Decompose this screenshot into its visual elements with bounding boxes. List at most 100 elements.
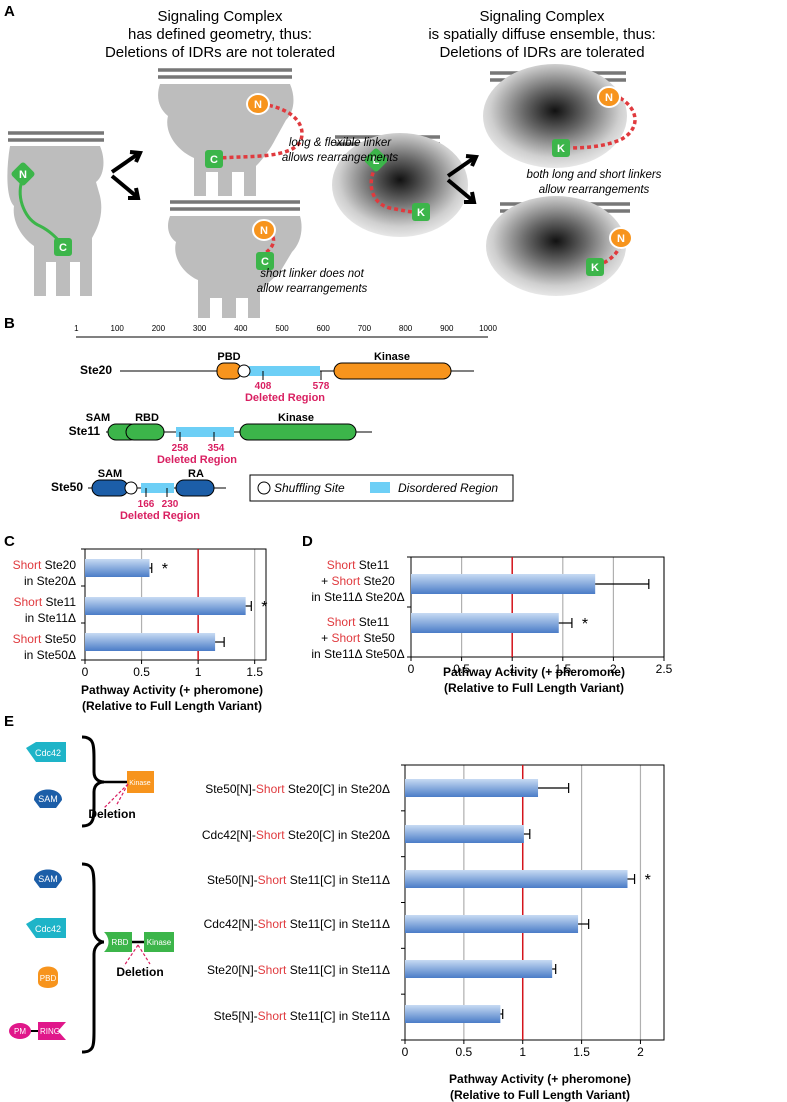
panel-b-legend: Shuffling Site Disordered Region xyxy=(249,474,514,502)
significance-marker: * xyxy=(645,872,651,889)
x-tick-label: 1.5 xyxy=(246,665,263,679)
chart-e-xlabel: Pathway Activity (+ pheromone) (Relative… xyxy=(449,1072,631,1102)
svg-text:N: N xyxy=(19,169,27,181)
brace-bottom xyxy=(81,862,105,1054)
rbd-kinase-icon: RBD Kinase xyxy=(104,932,174,952)
arrow-up-right xyxy=(446,156,476,178)
x-tick-label: 0.5 xyxy=(456,1045,473,1059)
shuffling-site xyxy=(237,364,251,378)
x-tick-label: 0.5 xyxy=(453,662,470,676)
svg-text:K: K xyxy=(557,143,565,155)
x-axis-label: (Relative to Full Length Variant) xyxy=(82,699,262,713)
domain-label: Kinase xyxy=(278,412,314,424)
domain-n-oval: N xyxy=(246,93,270,115)
svg-text:N: N xyxy=(617,233,625,245)
x-axis-label: Pathway Activity (+ pheromone) xyxy=(81,683,263,697)
svg-text:C: C xyxy=(59,242,67,254)
row-label: + Short Ste20 xyxy=(321,574,395,588)
domain-rbd xyxy=(125,423,165,441)
domain-c-box: C xyxy=(256,252,274,270)
domain-label: PBD xyxy=(217,351,240,363)
x-axis-label: (Relative to Full Length Variant) xyxy=(444,681,624,695)
diffuse-ensemble-bottom xyxy=(486,196,626,296)
bar xyxy=(405,915,579,933)
kinase-icon: Kinase xyxy=(127,771,154,793)
chart-d: * 0 0.5 1 1.5 2 2.5 xyxy=(407,556,673,676)
domain-label: Kinase xyxy=(374,351,410,363)
note-long-linker: allows rearrangements xyxy=(282,152,399,164)
deletion-label: Deletion xyxy=(88,807,135,821)
domain-k-box: K xyxy=(586,258,604,276)
plot-frame xyxy=(404,764,665,1041)
panel-a-letter: A xyxy=(4,3,15,20)
row-label: Short Ste50 xyxy=(13,632,77,646)
chart-c-row-labels: Short Ste20 in Ste20Δ Short Ste11 in Ste… xyxy=(13,558,77,662)
ruler-tick-label: 900 xyxy=(440,324,454,333)
domain-k-box: K xyxy=(412,203,430,221)
panel-d-letter: D xyxy=(302,533,313,550)
significance-marker: * xyxy=(261,599,267,616)
bar xyxy=(405,870,628,888)
svg-text:C: C xyxy=(210,154,218,166)
deleted-start: 258 xyxy=(172,443,189,454)
svg-text:RBD: RBD xyxy=(112,938,129,947)
domain-n-diamond: N xyxy=(11,162,35,186)
note-both-linkers: both long and short linkers xyxy=(527,169,662,181)
row-label: in Ste20Δ xyxy=(24,574,76,588)
svg-text:K: K xyxy=(591,262,599,274)
svg-text:SAM: SAM xyxy=(38,794,58,804)
panel-a-left-heading: Signaling Complex has defined geometry, … xyxy=(105,8,335,61)
protein-name: Ste11 xyxy=(69,424,101,438)
heading-line: Deletions of IDRs are tolerated xyxy=(439,44,644,61)
heading-line: Deletions of IDRs are not tolerated xyxy=(105,44,335,61)
x-axis-label: Pathway Activity (+ pheromone) xyxy=(443,665,625,679)
deleted-region-label: Deleted Region xyxy=(157,454,237,466)
deleted-start: 408 xyxy=(255,381,272,392)
protein-ste11: Ste11 SAM RBD Kinase 258 354 Deleted Reg… xyxy=(69,412,372,466)
bar xyxy=(85,559,150,577)
svg-text:SAM: SAM xyxy=(38,874,58,884)
deletion-lines xyxy=(123,944,151,967)
panel-a-domains: N C N C N C L K xyxy=(11,86,633,276)
domain-n-oval: N xyxy=(252,219,276,241)
domain-label: RBD xyxy=(135,412,159,424)
deleted-region-label: Deleted Region xyxy=(245,392,325,404)
deletion-label: Deletion xyxy=(116,965,163,979)
x-tick-label: 2 xyxy=(610,662,617,676)
disordered-region xyxy=(249,366,320,376)
heading-line: Signaling Complex xyxy=(479,8,605,25)
svg-text:RING: RING xyxy=(40,1027,60,1036)
row-label: in Ste50Δ xyxy=(24,648,76,662)
x-tick-label: 2.5 xyxy=(656,662,673,676)
arrow-down-right xyxy=(446,178,474,202)
row-label: Short Ste11 xyxy=(327,615,390,629)
x-tick-label: 1 xyxy=(519,1045,526,1059)
x-tick-label: 0.5 xyxy=(133,665,150,679)
svg-text:Kinase: Kinase xyxy=(147,938,172,947)
domain-c-box: C xyxy=(205,150,223,168)
cdc42-icon: Cdc42 xyxy=(26,742,66,762)
sam-icon: SAM xyxy=(34,789,62,808)
bar xyxy=(405,825,524,843)
note-long-linker: long & flexible linker xyxy=(289,137,392,149)
domain-k-box: K xyxy=(552,139,570,157)
row-label: Short Ste11 xyxy=(14,595,77,609)
row-label: in Ste11Δ Ste50Δ xyxy=(311,647,404,661)
row-label: in Ste11Δ Ste20Δ xyxy=(311,590,404,604)
panel-e-letter: E xyxy=(4,713,14,730)
row-label: Short Ste20 xyxy=(13,558,77,572)
x-axis-label: Pathway Activity (+ pheromone) xyxy=(449,1072,631,1086)
domain-kinase xyxy=(333,362,452,380)
deleted-end: 578 xyxy=(313,381,330,392)
x-axis-label: (Relative to Full Length Variant) xyxy=(450,1088,630,1102)
svg-text:Cdc42: Cdc42 xyxy=(35,748,61,758)
chart-c: * * 0 0.5 1 1.5 xyxy=(81,548,268,679)
arrow-up-left xyxy=(110,152,140,174)
heading-line: Signaling Complex xyxy=(157,8,283,25)
legend-shuffling-label: Shuffling Site xyxy=(274,481,345,495)
diffuse-ensemble-top xyxy=(483,64,627,168)
bar xyxy=(405,1005,501,1023)
ruler-tick-label: 600 xyxy=(317,324,331,333)
chart-e-row-labels: Ste50[N]-Short Ste20[C] in Ste20Δ Cdc42[… xyxy=(202,782,390,1023)
